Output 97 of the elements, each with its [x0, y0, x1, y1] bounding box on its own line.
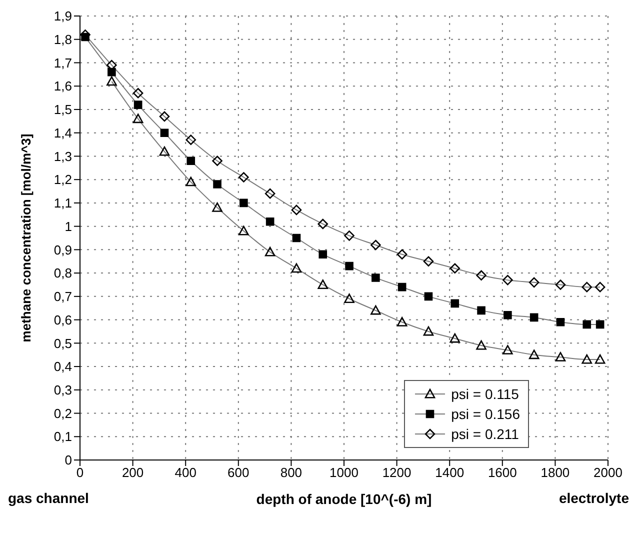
point	[264, 246, 276, 256]
point	[502, 345, 513, 354]
x-axis-title: depth of anode [10^(-6) m]	[256, 491, 432, 507]
point	[555, 352, 566, 362]
y-tick-label: 1,3	[54, 148, 72, 164]
point	[476, 270, 486, 281]
y-tick-label: 0	[64, 452, 72, 468]
point	[372, 274, 380, 282]
y-tick-label: 0,2	[54, 406, 72, 421]
point	[450, 333, 460, 343]
point	[292, 234, 301, 242]
x-tick-label: 1200	[382, 465, 412, 480]
point	[345, 262, 354, 270]
point	[596, 320, 604, 329]
y-axis-title: methane concentration [mol/m^3]	[18, 134, 34, 342]
y-tick-label: 0,1	[54, 429, 72, 444]
point	[502, 274, 513, 286]
point	[582, 354, 592, 364]
x-tick-label: 800	[280, 465, 302, 480]
x-tick-label: 1400	[435, 465, 464, 480]
y-tick-label: 0,3	[54, 382, 72, 398]
y-tick-label: 1,6	[54, 78, 72, 94]
point	[291, 263, 302, 273]
x-tick-label: 2000	[594, 465, 622, 480]
point	[370, 305, 381, 315]
legend-label: psi = 0.156	[451, 406, 520, 422]
point	[594, 354, 606, 364]
point	[423, 256, 434, 267]
point	[159, 111, 170, 122]
point	[476, 340, 486, 350]
x-tick-label: 1800	[540, 465, 570, 480]
y-tick-label: 0,7	[54, 289, 72, 304]
y-tick-label: 1,5	[54, 102, 72, 118]
point	[530, 313, 538, 322]
point	[344, 230, 354, 241]
point	[396, 316, 408, 326]
point	[318, 218, 328, 230]
point	[344, 294, 354, 304]
y-tick-label: 0,8	[54, 266, 72, 281]
point	[132, 114, 144, 124]
point	[450, 263, 460, 274]
point	[477, 306, 486, 315]
point	[266, 217, 274, 226]
point	[132, 88, 144, 98]
point	[318, 250, 328, 259]
y-tick-label: 1,1	[54, 196, 72, 211]
point	[396, 249, 408, 260]
point	[424, 292, 433, 301]
y-tick-label: 0,4	[54, 359, 72, 374]
y-tick-label: 1,9	[54, 8, 72, 24]
point	[186, 176, 196, 186]
point	[528, 277, 540, 288]
point	[213, 180, 222, 188]
point	[398, 282, 406, 292]
point	[238, 172, 249, 182]
point	[186, 156, 196, 166]
point	[555, 280, 566, 290]
x-tick-label: 200	[122, 465, 144, 480]
y-tick-label: 0,6	[54, 312, 72, 328]
text: electrolyte	[558, 490, 629, 506]
y-tick-label: 0,5	[54, 336, 72, 351]
legend-label: psi = 0.211	[451, 426, 519, 442]
point	[159, 146, 170, 156]
y-tick-label: 1,7	[54, 55, 72, 70]
point	[264, 188, 276, 199]
y-tick-label: 0,9	[54, 242, 72, 258]
y-tick-label: 1,4	[54, 125, 72, 140]
legend-label: psi = 0.115	[451, 386, 519, 402]
point	[108, 68, 116, 76]
point	[450, 299, 460, 308]
point	[212, 202, 222, 212]
point	[106, 76, 117, 86]
point	[186, 134, 196, 145]
point	[423, 326, 434, 336]
x-tick-label: 0	[76, 465, 84, 480]
y-tick-label: 1	[64, 218, 72, 234]
point	[528, 350, 540, 360]
point	[594, 282, 606, 292]
point	[582, 282, 592, 292]
y-tick-label: 1,8	[54, 32, 72, 47]
y-tick-label: 1,2	[54, 172, 72, 188]
point	[318, 280, 328, 289]
x-tick-label: 600	[228, 465, 250, 480]
x-tick-label: 400	[174, 465, 196, 480]
x-tick-label: 1600	[488, 465, 517, 480]
point	[160, 128, 169, 137]
point	[504, 310, 512, 320]
point	[556, 318, 565, 326]
text: gas channel	[8, 490, 89, 506]
point	[134, 100, 142, 109]
point	[240, 198, 248, 208]
point	[291, 204, 302, 216]
point	[370, 240, 381, 250]
point	[212, 156, 222, 166]
x-tick-label: 1000	[330, 465, 358, 480]
point	[238, 226, 249, 236]
point	[582, 320, 592, 329]
